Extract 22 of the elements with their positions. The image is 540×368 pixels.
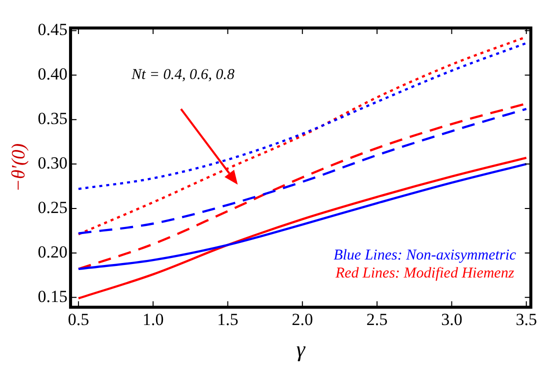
y-tick-label: 0.40: [38, 64, 68, 84]
x-axis-title: γ: [296, 336, 306, 362]
x-tick-label: 2.5: [366, 310, 388, 329]
x-tick-label: 1.0: [142, 310, 164, 329]
y-axis-title: −θ′(0): [8, 143, 30, 192]
y-tick-label: 0.35: [38, 109, 68, 128]
line-series: [77, 156, 528, 300]
x-tick-label: 1.5: [217, 310, 238, 329]
x-tick-label: 3.5: [516, 310, 537, 329]
annotation: Red Lines: Modified Hiemenz: [334, 265, 514, 282]
line-series: [77, 42, 528, 190]
annotation: Nt = 0.4, 0.6, 0.8: [130, 67, 235, 84]
y-tick-label: 0.25: [38, 198, 68, 217]
y-tick-label: 0.15: [38, 286, 68, 306]
annotation: Blue Lines: Non-axisymmetric: [334, 248, 516, 264]
y-tick-label: 0.45: [38, 20, 68, 40]
y-tick-label: 0.20: [38, 242, 68, 262]
x-tick-label: 2.0: [292, 310, 314, 329]
x-tick-label: 0.5: [68, 310, 90, 329]
line-series: [77, 108, 528, 234]
y-tick-label: 0.30: [38, 154, 68, 173]
x-tick-label: 3.0: [441, 310, 462, 329]
